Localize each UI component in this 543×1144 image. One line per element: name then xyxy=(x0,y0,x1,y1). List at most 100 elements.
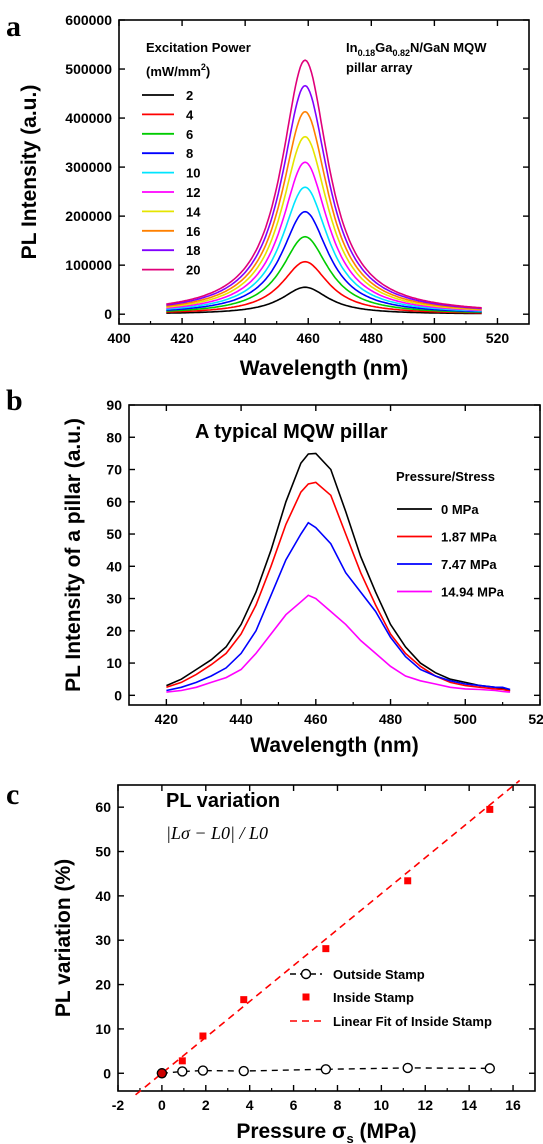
legend-swatch-inside-marker xyxy=(302,993,310,1001)
x-tick-label: 460 xyxy=(297,330,321,346)
inside-stamp-point xyxy=(240,996,248,1004)
series-curve-14-mw xyxy=(166,135,482,311)
panel-a-spectra-by-power: a 400 420 440 460 480 500 52001000002000003000… xyxy=(6,10,530,380)
y-tick-label: 200000 xyxy=(65,208,112,224)
panel-b-title: A typical MQW pillar xyxy=(195,421,388,443)
series-curve-12-mw xyxy=(166,161,482,312)
annotation-part: In xyxy=(346,40,358,55)
legend-label-12: 12 xyxy=(186,185,200,200)
legend-label-8: 8 xyxy=(186,146,193,161)
x-axis-title-sub: s xyxy=(346,1131,353,1144)
y-axis-title: PL Intensity of a pillar (a.u.) xyxy=(62,418,85,692)
panel-c-title: PL variation xyxy=(166,790,280,812)
x-tick-label: 10 xyxy=(374,1097,390,1113)
series-curve-4-mw xyxy=(166,260,482,314)
legend-label-outside-stamp: Outside Stamp xyxy=(333,967,425,982)
inside-stamp-point xyxy=(199,1032,207,1040)
x-tick-label: 460 xyxy=(304,711,328,727)
legend-label-18: 18 xyxy=(186,243,200,258)
y-tick-label: 10 xyxy=(106,655,122,671)
y-tick-label: 0 xyxy=(114,687,122,703)
legend-label: 14.94 MPa xyxy=(441,585,505,600)
legend-label: 0 MPa xyxy=(441,502,479,517)
annotation-part: N/GaN MQW xyxy=(410,40,487,55)
series-curve-10-mw xyxy=(166,186,482,312)
legend-unit: (mW/mm2) xyxy=(146,62,210,79)
series-curve-14-94-mpa xyxy=(166,594,511,693)
annotation-pillar-array: pillar array xyxy=(346,60,413,75)
x-axis-title: Wavelength (nm) xyxy=(250,734,418,757)
series-curve-8-mw xyxy=(166,210,482,313)
y-tick-label: 40 xyxy=(95,888,111,904)
panel-a-annotation: In0.18Ga0.82N/GaN MQW pillar array xyxy=(346,40,487,75)
y-tick-label: 20 xyxy=(95,977,111,993)
annotation-part: 0.82 xyxy=(392,48,410,58)
x-axis-title-unit: (MPa) xyxy=(354,1120,417,1143)
panel-a-axes: 400 420 440 460 480 500 5200100000200000300000… xyxy=(18,12,530,380)
x-tick-label: 500 xyxy=(454,711,478,727)
legend-unit-prefix: (mW/mm xyxy=(146,64,201,79)
inside-stamp-point xyxy=(404,877,412,885)
series-curve-16-mw xyxy=(166,110,482,310)
legend-label-16: 16 xyxy=(186,224,200,239)
x-axis-title: Pressure σs (MPa) xyxy=(236,1120,416,1144)
y-tick-label: 50 xyxy=(95,844,111,860)
y-tick-label: 100000 xyxy=(65,257,112,273)
series-curve-6-mw xyxy=(166,235,482,313)
panel-b-curves xyxy=(166,452,511,693)
series-curve-7-47-mpa xyxy=(166,521,511,692)
x-tick-label: 14 xyxy=(461,1097,477,1113)
x-tick-label: 16 xyxy=(505,1097,521,1113)
y-tick-label: 30 xyxy=(106,591,122,607)
legend-label-4: 4 xyxy=(186,107,194,122)
y-tick-label: 70 xyxy=(106,462,122,478)
x-tick-label: 440 xyxy=(233,330,257,346)
panel-label-b: b xyxy=(6,384,23,417)
x-tick-label: 440 xyxy=(229,711,253,727)
plot-frame xyxy=(117,784,536,1092)
inside-stamp-point xyxy=(178,1057,186,1065)
x-tick-label: 420 xyxy=(155,711,179,727)
legend-label-6: 6 xyxy=(186,127,193,142)
legend-label-inside-stamp: Inside Stamp xyxy=(333,990,414,1005)
annotation-part: Ga xyxy=(375,40,393,55)
outside-stamp-point xyxy=(177,1066,188,1077)
x-tick-label: 4 xyxy=(246,1097,254,1113)
y-tick-label: 60 xyxy=(95,799,111,815)
panel-a-legend: Excitation Power (mW/mm2) 24681012141618… xyxy=(142,40,251,278)
legend-label: 1.87 MPa xyxy=(441,530,497,545)
y-tick-label: 10 xyxy=(95,1021,111,1037)
x-tick-label: 420 xyxy=(170,330,194,346)
series-curve-0-mpa xyxy=(166,452,511,692)
y-tick-label: 600000 xyxy=(65,12,112,28)
y-axis-title: PL Intensity (a.u.) xyxy=(18,85,41,260)
panel-c-legend: Outside Stamp Inside Stamp Linear Fit of I… xyxy=(290,967,492,1029)
panel-c-formula: |Lσ − L0| / L0 xyxy=(166,823,268,843)
y-tick-label: 400000 xyxy=(65,110,112,126)
y-tick-label: 90 xyxy=(106,397,122,413)
y-tick-label: 80 xyxy=(106,429,122,445)
x-tick-label: 500 xyxy=(423,330,447,346)
y-tick-label: 300000 xyxy=(65,159,112,175)
y-tick-label: 50 xyxy=(106,526,122,542)
y-tick-label: 60 xyxy=(106,494,122,510)
panel-b-single-pillar: b 420 440 460 480 500 520 0 10 20 30 40 50 60 70 80 90 W… xyxy=(6,384,543,757)
legend-label-2: 2 xyxy=(186,88,193,103)
y-tick-label: 30 xyxy=(95,932,111,948)
linear-fit-line xyxy=(135,779,521,1096)
panel-label-a: a xyxy=(6,10,21,43)
y-tick-label: 0 xyxy=(103,1065,111,1081)
x-axis-title-main: Pressure σ xyxy=(236,1120,346,1143)
y-tick-label: 500000 xyxy=(65,61,112,77)
outside-stamp-point xyxy=(402,1062,413,1074)
legend-title-pressure: Pressure/Stress xyxy=(396,469,495,484)
legend-label-linear-fit: Linear Fit of Inside Stamp xyxy=(333,1014,492,1029)
plot-frame xyxy=(128,404,541,706)
x-tick-label: 8 xyxy=(334,1097,342,1113)
panel-b-axes: 420 440 460 480 500 520 0 10 20 30 40 50 60 70 80 90 Wav… xyxy=(62,397,543,757)
panel-label-c: c xyxy=(6,778,19,811)
legend-title-excitation-power: Excitation Power xyxy=(146,40,251,55)
